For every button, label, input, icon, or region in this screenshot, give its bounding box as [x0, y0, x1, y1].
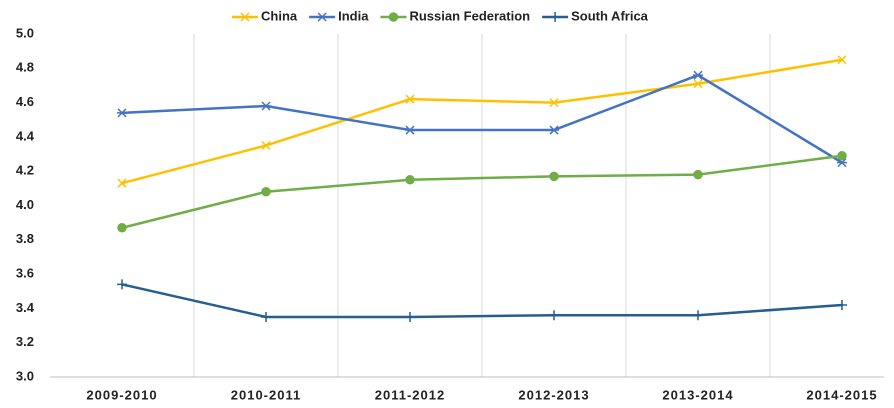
x-tick-label: 2013-2014 — [662, 387, 733, 402]
line — [121, 283, 843, 319]
legend-label: China — [261, 8, 298, 23]
marker — [405, 125, 415, 135]
marker — [117, 223, 127, 233]
line — [121, 58, 843, 185]
marker — [117, 279, 127, 290]
y-tick-label: 3.8 — [16, 231, 34, 246]
marker — [693, 79, 703, 89]
marker — [317, 12, 328, 22]
x-tick-label: 2012-2013 — [518, 387, 589, 402]
marker — [405, 94, 415, 104]
y-tick-label: 3.6 — [16, 266, 34, 281]
line — [121, 73, 843, 164]
series — [117, 55, 847, 188]
y-tick-label: 5.0 — [16, 25, 34, 40]
series — [117, 70, 847, 168]
marker — [549, 98, 559, 108]
y-tick-label: 4.4 — [16, 128, 35, 143]
legend: China India Russian Federation South Africa — [232, 8, 649, 23]
legend-label: India — [338, 8, 369, 23]
marker — [549, 310, 559, 321]
y-tick-label: 4.6 — [16, 94, 34, 109]
marker — [261, 311, 271, 322]
marker — [693, 310, 703, 321]
y-tick-label: 3.2 — [16, 334, 34, 349]
legend-label: South Africa — [571, 8, 649, 23]
x-tick-label: 2011-2012 — [375, 387, 445, 402]
line — [121, 154, 843, 230]
y-tick-label: 4.2 — [16, 163, 34, 178]
marker — [549, 171, 559, 182]
marker — [405, 311, 415, 322]
marker — [261, 101, 271, 111]
x-tick-label: 2009-2010 — [86, 387, 157, 402]
marker — [837, 158, 847, 168]
marker — [693, 70, 703, 80]
marker — [261, 187, 271, 197]
marker — [405, 175, 415, 185]
marker — [117, 178, 127, 188]
marker — [837, 151, 847, 161]
marker — [837, 299, 847, 310]
x-tick-label: 2014-2015 — [806, 387, 877, 402]
y-tick-label: 4.8 — [16, 60, 34, 75]
marker — [693, 169, 703, 180]
y-tick-label: 3.0 — [16, 368, 34, 383]
marker — [261, 140, 271, 151]
y-tick-label: 4.0 — [16, 197, 34, 212]
y-tick-label: 3.4 — [16, 300, 35, 315]
legend-label: Russian Federation — [409, 8, 530, 23]
x-tick-label: 2010-2011 — [231, 387, 301, 402]
series — [117, 279, 847, 322]
marker — [550, 12, 561, 22]
marker — [549, 125, 559, 135]
marker — [117, 108, 127, 118]
series — [117, 151, 847, 233]
marker — [388, 12, 399, 22]
marker — [837, 55, 847, 65]
marker — [240, 12, 250, 22]
